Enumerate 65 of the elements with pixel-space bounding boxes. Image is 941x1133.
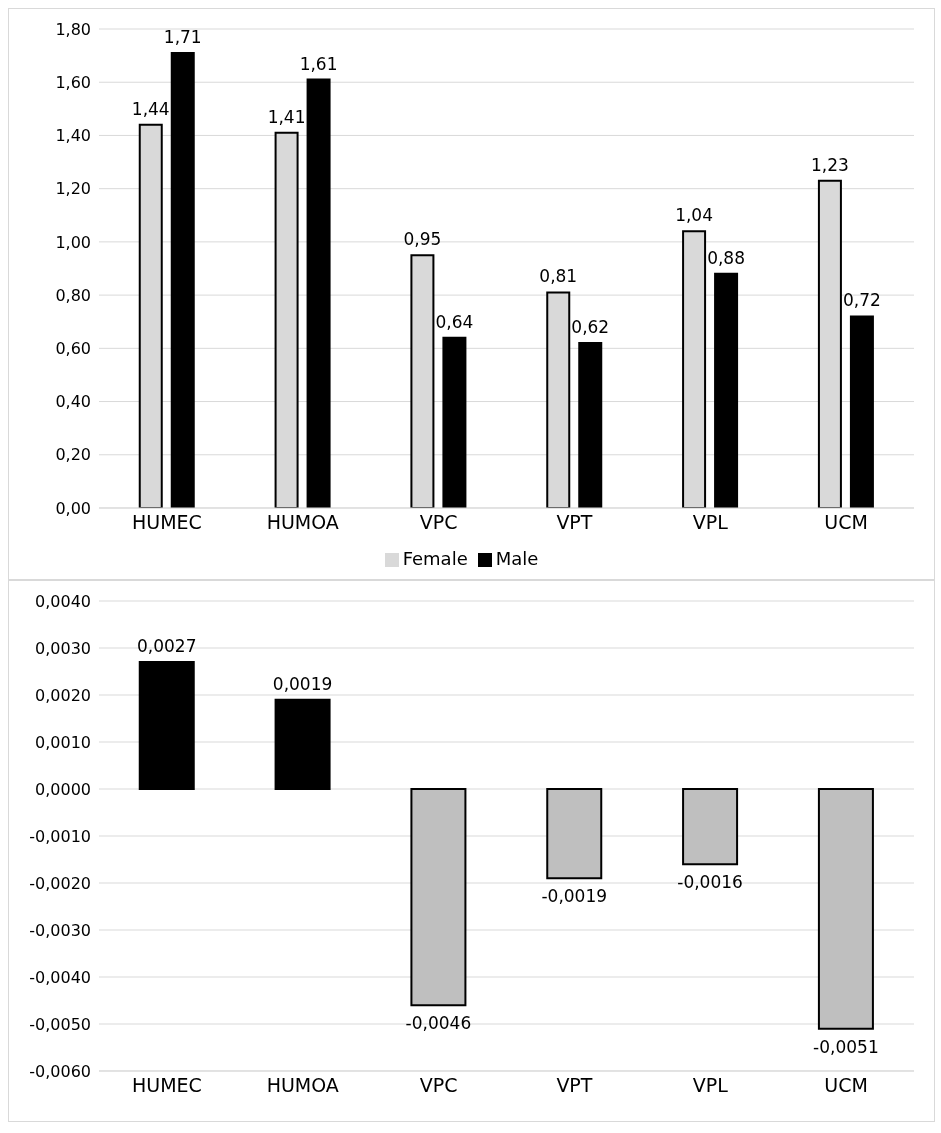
y-tick-label: 1,00: [55, 232, 91, 252]
y-tick-label: 1,20: [55, 179, 91, 199]
bar: [578, 342, 603, 508]
bar: [306, 78, 331, 508]
data-label: 1,23: [810, 154, 849, 175]
data-label: -0,0019: [541, 886, 608, 907]
data-label: -0,0016: [677, 872, 743, 893]
x-tick-label: VPC: [419, 1074, 458, 1097]
x-tick-label: VPL: [692, 1074, 729, 1097]
data-label: 0,88: [707, 247, 746, 268]
x-tick-label: VPT: [556, 511, 593, 534]
data-label: 0,62: [571, 317, 610, 338]
data-label: 1,41: [267, 106, 306, 127]
y-tick-label: 0,80: [55, 285, 91, 305]
x-tick-label: VPT: [556, 1074, 593, 1097]
y-tick-label: 1,60: [55, 72, 91, 92]
y-tick-label: 0,0000: [35, 779, 91, 799]
y-tick-label: -0,0020: [29, 873, 91, 893]
bar: [274, 698, 331, 790]
x-tick-label: UCM: [824, 1074, 868, 1097]
data-label: 0,0027: [137, 636, 197, 657]
legend-label: Male: [495, 548, 539, 569]
data-label: 0,81: [539, 266, 578, 287]
y-tick-label: 1,80: [55, 19, 91, 39]
x-tick-label: HUMEC: [131, 511, 202, 534]
y-tick-label: -0,0010: [29, 826, 91, 846]
x-tick-label: VPL: [692, 511, 729, 534]
bar: [138, 661, 195, 790]
y-tick-label: 0,60: [55, 339, 91, 359]
y-tick-label: 1,40: [55, 126, 91, 146]
data-label: 1,61: [299, 53, 338, 74]
x-tick-label: HUMOA: [266, 1074, 339, 1097]
y-tick-label: 0,00: [55, 498, 91, 518]
bar: [546, 788, 603, 880]
y-tick-label: -0,0050: [29, 1014, 91, 1034]
y-tick-label: 0,40: [55, 392, 91, 412]
data-label: 1,44: [131, 98, 170, 119]
x-tick-label: VPC: [419, 511, 458, 534]
data-label: 0,0019: [272, 673, 333, 694]
bar: [849, 315, 874, 508]
bar: [170, 51, 195, 508]
y-tick-label: -0,0060: [29, 1061, 91, 1081]
y-tick-label: 0,0040: [35, 591, 91, 611]
bar: [442, 336, 467, 508]
bar: [714, 272, 739, 508]
data-label: 1,71: [163, 26, 202, 47]
data-label: -0,0046: [405, 1013, 472, 1034]
y-tick-label: -0,0030: [29, 920, 91, 940]
data-label: 1,04: [675, 205, 714, 226]
y-tick-label: 0,0010: [35, 732, 91, 752]
bar: [682, 788, 739, 866]
bar: [410, 788, 467, 1007]
y-tick-label: 0,0020: [35, 685, 91, 705]
x-tick-label: UCM: [824, 511, 868, 534]
data-label: 0,95: [403, 229, 442, 250]
x-tick-label: HUMEC: [131, 1074, 202, 1097]
bar: [817, 788, 874, 1030]
y-tick-label: 0,20: [55, 445, 91, 465]
data-label: -0,0051: [813, 1036, 879, 1057]
legend-label: Female: [402, 548, 468, 569]
y-tick-label: 0,0030: [35, 638, 91, 658]
data-label: 0,64: [435, 311, 474, 332]
data-label: 0,72: [842, 290, 881, 311]
x-tick-label: HUMOA: [266, 511, 339, 534]
y-tick-label: -0,0040: [29, 967, 91, 987]
